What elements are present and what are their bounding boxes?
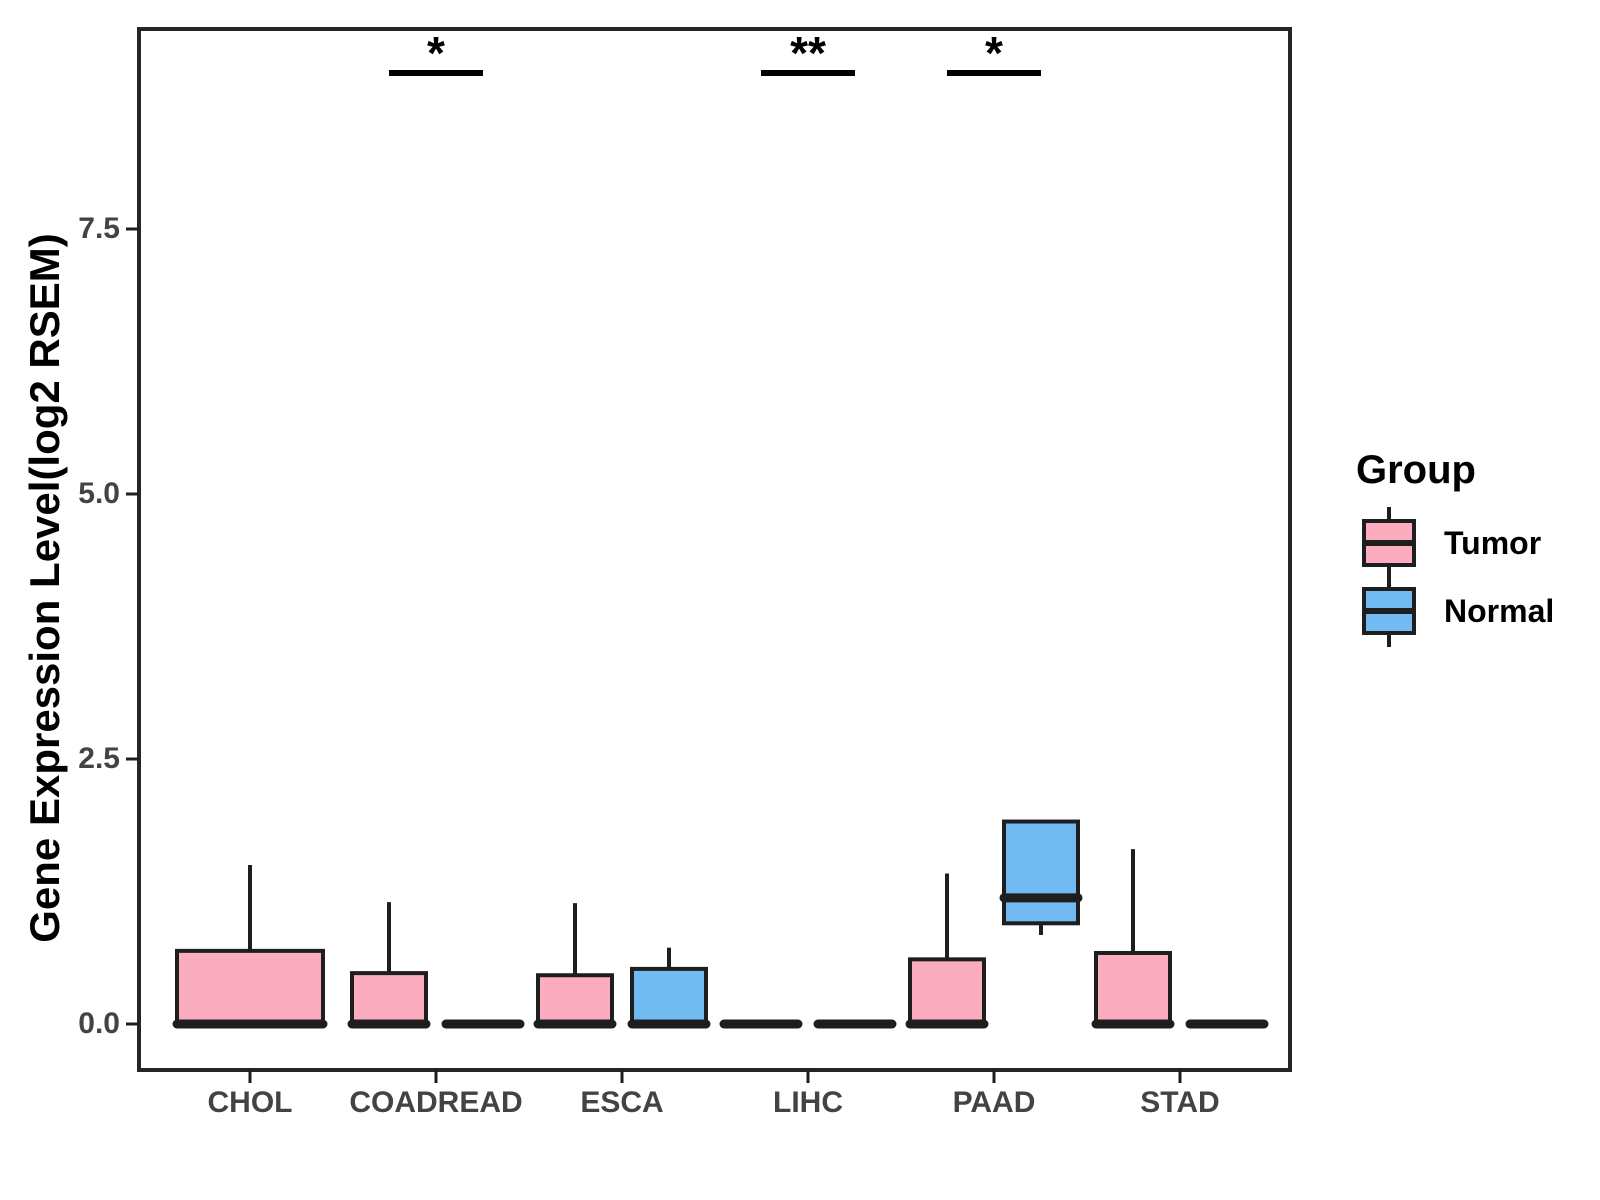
y-tick-label-2: 5.0 bbox=[78, 477, 120, 510]
x-tick-label-paad: PAAD bbox=[952, 1086, 1036, 1119]
boxplot-paad-normal-box bbox=[1002, 819, 1080, 926]
x-tick-label-coadread: COADREAD bbox=[349, 1086, 523, 1119]
y-tick-label-1: 2.5 bbox=[78, 742, 120, 775]
sig-label-coadread: * bbox=[427, 27, 445, 79]
legend-entry-tumor: Tumor bbox=[1360, 507, 1541, 579]
boxplot-paad-tumor-box bbox=[908, 957, 986, 1027]
legend-label-normal: Normal bbox=[1444, 593, 1555, 629]
boxplot-chol-tumor-box bbox=[175, 948, 325, 1026]
sig-label-paad: * bbox=[985, 27, 1003, 79]
boxplot-stad-tumor-box bbox=[1094, 950, 1172, 1026]
tumor-boxplot-key-icon bbox=[1362, 507, 1416, 579]
x-tick-label-stad: STAD bbox=[1140, 1086, 1220, 1119]
boxplot-esca-normal-box bbox=[630, 966, 708, 1027]
normal-boxplot-key-icon bbox=[1362, 575, 1416, 647]
legend-entry-normal: Normal bbox=[1360, 575, 1554, 647]
boxplot-coadread-tumor-box bbox=[350, 971, 428, 1026]
x-tick-label-chol: CHOL bbox=[207, 1086, 293, 1119]
panel-border bbox=[137, 27, 1292, 1072]
x-tick-label-esca: ESCA bbox=[580, 1086, 664, 1119]
legend-label-tumor: Tumor bbox=[1444, 525, 1542, 561]
y-tick-label-3: 7.5 bbox=[78, 212, 120, 245]
sig-label-lihc: ** bbox=[790, 27, 826, 79]
legend-title: Group bbox=[1356, 448, 1476, 492]
x-tick-label-lihc: LIHC bbox=[773, 1086, 843, 1119]
boxplot-esca-tumor-box bbox=[536, 973, 614, 1026]
y-tick-label-0: 0.0 bbox=[78, 1007, 120, 1040]
y-axis-title: Gene Expression Level(log2 RSEM) bbox=[21, 233, 68, 943]
